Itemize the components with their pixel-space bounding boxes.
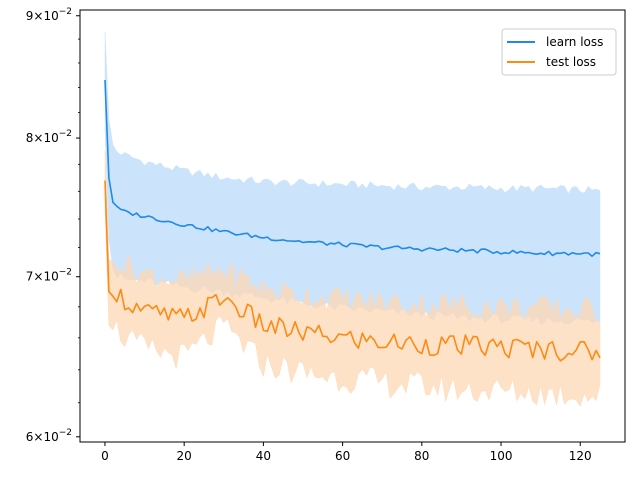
test-loss-band xyxy=(104,151,601,407)
legend-label-learn-loss: learn loss xyxy=(546,35,603,49)
x-tick-label: 120 xyxy=(569,449,592,463)
y-tick-label: 7×10−2 xyxy=(26,268,72,284)
legend: learn loss test loss xyxy=(501,28,617,76)
y-tick-label: 6×10−2 xyxy=(26,428,72,444)
learn-loss-line xyxy=(104,79,601,258)
legend-box xyxy=(501,28,617,76)
x-tick-label: 0 xyxy=(101,449,109,463)
x-axis: 0 20 40 60 80 100 120 xyxy=(101,442,592,463)
x-tick-label: 40 xyxy=(256,449,271,463)
test-loss-line xyxy=(104,180,601,362)
y-axis: 6×10−2 7×10−2 8×10−2 9×10−2 xyxy=(26,7,80,444)
plot-frame xyxy=(79,9,626,443)
y-tick-label: 8×10−2 xyxy=(26,129,72,145)
x-tick-label: 100 xyxy=(490,449,513,463)
series-lines xyxy=(104,79,601,362)
x-tick-label: 20 xyxy=(177,449,192,463)
y-tick-label: 9×10−2 xyxy=(26,7,72,23)
legend-label-test-loss: test loss xyxy=(546,55,596,69)
x-tick-label: 80 xyxy=(414,449,429,463)
confidence-bands xyxy=(104,31,601,407)
x-tick-label: 60 xyxy=(335,449,350,463)
